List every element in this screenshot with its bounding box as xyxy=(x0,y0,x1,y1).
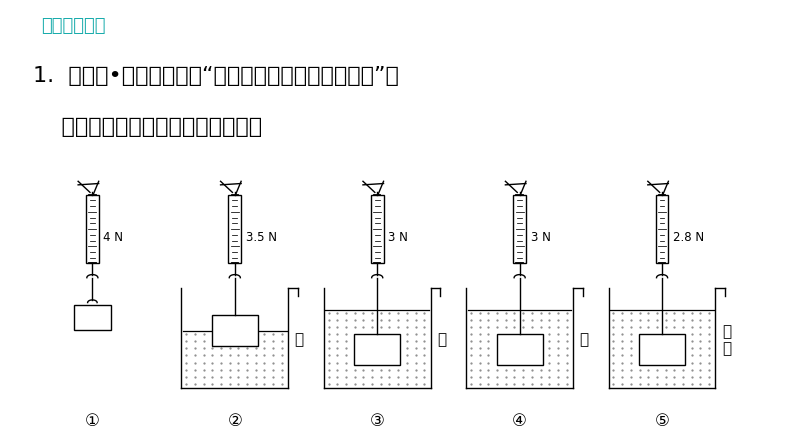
Text: 2.8 N: 2.8 N xyxy=(673,231,704,244)
Text: ①: ① xyxy=(85,412,100,430)
Text: ④: ④ xyxy=(512,412,527,430)
Text: 水: 水 xyxy=(295,333,303,347)
Text: 实验中，小月做了如图所示实验。: 实验中，小月做了如图所示实验。 xyxy=(33,117,262,137)
Bar xyxy=(513,194,526,263)
Text: 水: 水 xyxy=(580,333,588,347)
Text: 1.  【中考•河池】在探究“浮力的大小跟哪些因素有关”的: 1. 【中考•河池】在探究“浮力的大小跟哪些因素有关”的 xyxy=(33,66,399,86)
Bar xyxy=(656,194,669,263)
Bar xyxy=(371,194,384,263)
Bar xyxy=(212,315,258,346)
Text: ②: ② xyxy=(227,412,242,430)
Bar xyxy=(74,305,111,330)
Text: 4 N: 4 N xyxy=(103,231,123,244)
Text: 水: 水 xyxy=(437,333,446,347)
Bar xyxy=(86,194,98,263)
Bar xyxy=(229,194,241,263)
Text: 3 N: 3 N xyxy=(388,231,408,244)
Bar xyxy=(639,334,685,366)
Bar xyxy=(497,334,542,366)
Text: 实验专项训练: 实验专项训练 xyxy=(41,17,106,35)
Text: ③: ③ xyxy=(370,412,384,430)
Bar xyxy=(354,334,400,366)
Text: ⑤: ⑤ xyxy=(654,412,669,430)
Text: 3.5 N: 3.5 N xyxy=(246,231,277,244)
Text: 3 N: 3 N xyxy=(530,231,550,244)
Text: 盐
水: 盐 水 xyxy=(722,324,731,356)
